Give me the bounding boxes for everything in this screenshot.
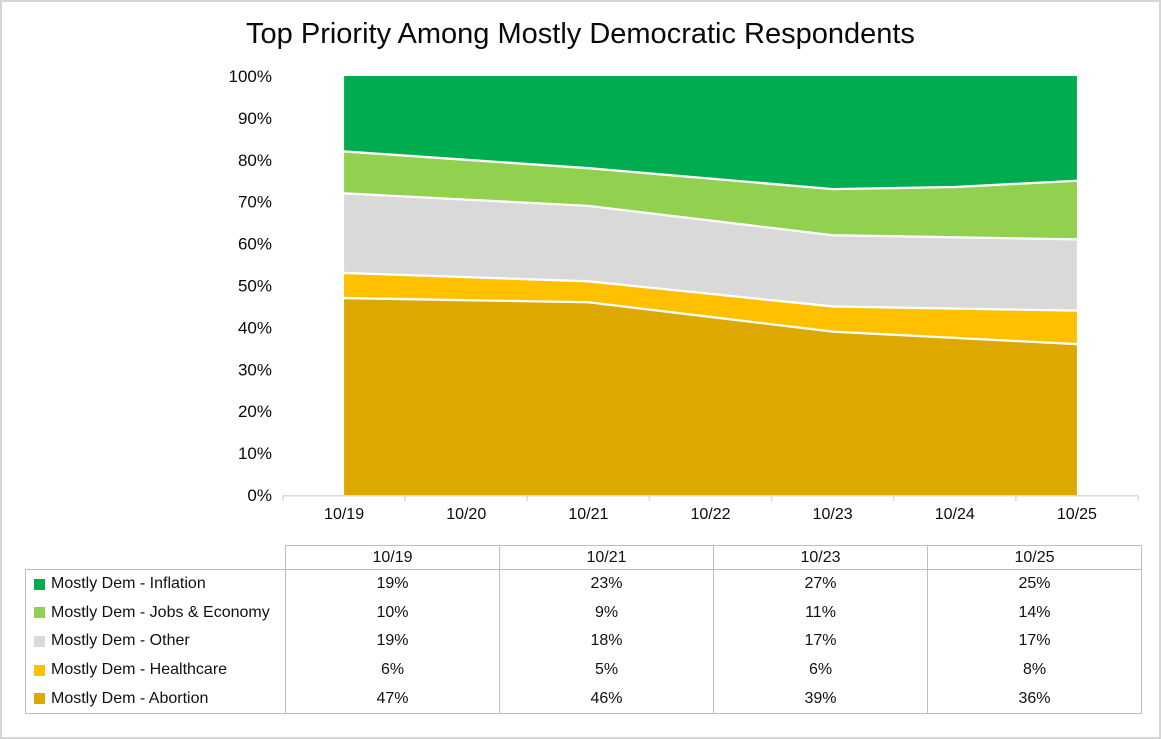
table-column-10-21: 23% 9% 18% 5% 46% xyxy=(499,569,714,714)
x-axis-label: 10/20 xyxy=(446,506,486,523)
table-column-10-19: 19% 10% 19% 6% 47% xyxy=(285,569,500,714)
table-value-mostly-dem-inflation-10-21: 23% xyxy=(590,575,623,593)
x-axis-label: 10/23 xyxy=(813,506,853,523)
legend-box: Mostly Dem - Inflation Mostly Dem - Jobs … xyxy=(25,569,286,714)
area-series-mostly-dem-jobs-economy xyxy=(344,151,1077,240)
table-value-mostly-dem-inflation-10-23: 27% xyxy=(804,575,837,593)
table-value-mostly-dem-inflation-10-19: 19% xyxy=(376,575,409,593)
table-header-10-23: 10/23 xyxy=(713,545,928,570)
legend-item-mostly-dem-other: Mostly Dem - Other xyxy=(26,627,285,656)
legend-swatch-icon xyxy=(34,635,45,647)
series-separator-line xyxy=(344,192,1077,241)
y-axis-label: 90% xyxy=(238,109,272,128)
y-axis-label: 80% xyxy=(238,151,272,170)
legend-label: Mostly Dem - Other xyxy=(51,632,190,650)
legend-item-mostly-dem-healthcare: Mostly Dem - Healthcare xyxy=(26,656,285,685)
x-axis-label: 10/19 xyxy=(324,506,364,523)
y-axis-label: 10% xyxy=(238,444,272,463)
table-value-mostly-dem-healthcare-10-21: 5% xyxy=(594,661,619,679)
table-value-mostly-dem-jobs-economy-10-21: 9% xyxy=(594,603,619,621)
series-separator-line xyxy=(344,296,1077,346)
legend-item-mostly-dem-abortion: Mostly Dem - Abortion xyxy=(26,684,285,713)
table-value-mostly-dem-other-10-23: 17% xyxy=(804,632,837,650)
legend-item-mostly-dem-jobs-economy: Mostly Dem - Jobs & Economy xyxy=(26,599,285,628)
y-axis-label: 40% xyxy=(238,318,272,337)
table-column-10-23: 27% 11% 17% 6% 39% xyxy=(713,569,928,714)
chart-title: Top Priority Among Mostly Democratic Res… xyxy=(246,18,915,50)
series-separator-line xyxy=(344,271,1077,312)
table-value-mostly-dem-abortion-10-21: 46% xyxy=(590,689,623,707)
y-axis-label: 70% xyxy=(238,193,272,212)
y-axis-label: 100% xyxy=(229,67,272,86)
y-axis-label: 50% xyxy=(238,277,272,296)
table-header-10-25: 10/25 xyxy=(927,545,1142,570)
x-axis-label: 10/21 xyxy=(568,506,608,523)
x-axis-label: 10/25 xyxy=(1057,506,1097,523)
x-axis-label: 10/22 xyxy=(690,506,730,523)
legend-label: Mostly Dem - Jobs & Economy xyxy=(51,603,270,621)
x-axis-label: 10/24 xyxy=(935,506,975,523)
table-value-mostly-dem-abortion-10-23: 39% xyxy=(804,689,837,707)
legend-swatch-icon xyxy=(34,693,45,705)
area-series-mostly-dem-abortion xyxy=(344,298,1077,495)
table-value-mostly-dem-healthcare-10-23: 6% xyxy=(808,661,833,679)
y-axis-label: 0% xyxy=(247,486,272,505)
table-value-mostly-dem-healthcare-10-19: 6% xyxy=(380,661,405,679)
table-value-mostly-dem-jobs-economy-10-19: 10% xyxy=(376,603,409,621)
legend-swatch-icon xyxy=(34,607,45,619)
y-axis-label: 20% xyxy=(238,402,272,421)
table-value-mostly-dem-abortion-10-19: 47% xyxy=(376,689,409,707)
table-value-mostly-dem-other-10-19: 19% xyxy=(376,632,409,650)
table-value-mostly-dem-other-10-25: 17% xyxy=(1018,632,1051,650)
plot-area: 0% 10% 20% 30% 40% 50% 60% 70% 80% 90% 100% 10/19 10… xyxy=(229,67,1139,523)
table-value-mostly-dem-jobs-economy-10-23: 11% xyxy=(805,603,836,621)
table-column-10-25: 25% 14% 17% 8% 36% xyxy=(927,569,1142,714)
table-value-mostly-dem-healthcare-10-25: 8% xyxy=(1022,661,1047,679)
area-series-mostly-dem-healthcare xyxy=(344,272,1077,345)
legend-label: Mostly Dem - Inflation xyxy=(51,575,206,593)
area-series-mostly-dem-inflation xyxy=(344,76,1077,190)
legend-item-mostly-dem-inflation: Mostly Dem - Inflation xyxy=(26,570,285,599)
legend-swatch-icon xyxy=(34,578,45,590)
legend-label: Mostly Dem - Abortion xyxy=(51,689,209,707)
table-value-mostly-dem-jobs-economy-10-25: 14% xyxy=(1018,603,1051,621)
table-header-10-21: 10/21 xyxy=(499,545,714,570)
table-value-mostly-dem-other-10-21: 18% xyxy=(590,632,623,650)
y-axis-label: 30% xyxy=(238,360,272,379)
y-axis-label: 60% xyxy=(238,235,272,254)
table-value-mostly-dem-inflation-10-25: 25% xyxy=(1018,575,1051,593)
legend-swatch-icon xyxy=(34,664,45,676)
legend-label: Mostly Dem - Healthcare xyxy=(51,661,228,679)
table-value-mostly-dem-abortion-10-25: 36% xyxy=(1018,689,1051,707)
area-series-mostly-dem-other xyxy=(344,193,1077,311)
series-separator-line xyxy=(343,150,1077,191)
table-header-10-19: 10/19 xyxy=(285,545,500,570)
